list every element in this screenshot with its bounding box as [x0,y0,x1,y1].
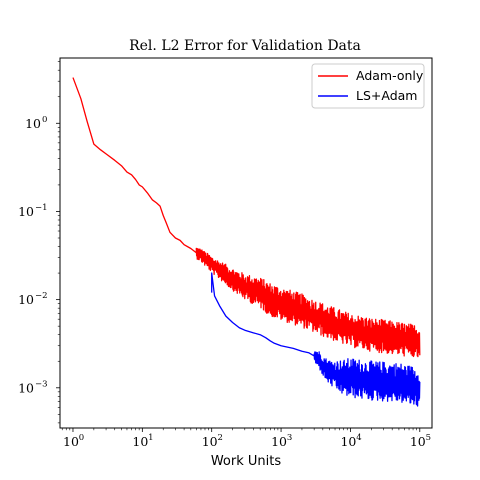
x-tick-label: 10 [63,434,79,449]
y-tick-exponent: −3 [35,379,48,389]
legend-box [311,63,425,109]
x-tick-exponent: 0 [79,433,84,443]
legend-label-ls-adam: LS+Adam [356,88,417,103]
series-line-adam-only [72,77,421,358]
x-tick-label: 10 [271,434,287,449]
y-tick-label: 10 [18,292,34,307]
x-axis-ticks: 10 0 10 1 10 2 10 3 10 4 10 5 [61,428,431,449]
x-tick-exponent: 3 [287,433,292,443]
plot-frame [59,57,433,429]
x-tick-exponent: 4 [356,433,361,443]
y-tick-label: 10 [18,380,34,395]
x-tick-label: 10 [202,434,218,449]
plot-content [72,77,421,407]
x-tick-label: 10 [340,434,356,449]
legend-label-adam-only: Adam-only [356,68,424,83]
y-tick-label: 10 [18,204,34,219]
series-line-ls-adam [211,272,421,407]
y-tick-exponent: −1 [35,203,48,213]
x-tick-exponent: 5 [426,433,431,443]
legend: Adam-only LS+Adam [311,63,425,109]
x-tick-label: 10 [132,434,148,449]
y-tick-label: 10 [25,116,41,131]
chart-title: Rel. L2 Error for Validation Data [129,38,361,54]
y-tick-exponent: −2 [35,291,48,301]
x-tick-label: 10 [410,434,426,449]
y-tick-exponent: 0 [42,115,47,125]
x-tick-exponent: 2 [217,433,222,443]
x-tick-exponent: 1 [148,433,153,443]
x-axis-label: Work Units [211,454,282,469]
